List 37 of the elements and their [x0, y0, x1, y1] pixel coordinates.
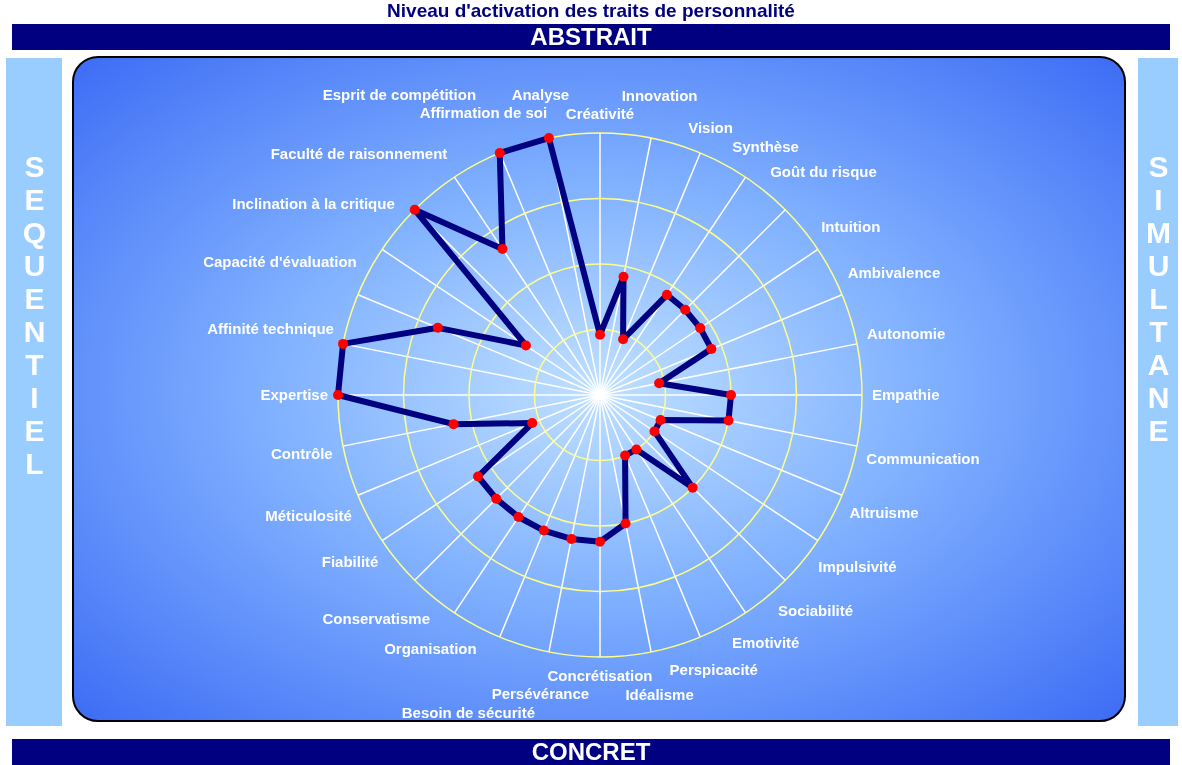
- spoke-label: Intuition: [821, 218, 881, 236]
- spoke-label: Autonomie: [867, 325, 946, 343]
- spoke-label: Perspicacité: [669, 660, 758, 678]
- spoke-label: Fiabilité: [321, 552, 379, 570]
- spoke-label: Idéalisme: [625, 685, 694, 703]
- text: CONCRET: [12, 738, 1170, 765]
- spoke-label: Affinité technique: [207, 320, 334, 338]
- chart-title: Niveau d'activation des traits de personnalité: [386, 0, 796, 22]
- spoke-label: Besoin de sécurité: [401, 703, 536, 721]
- spoke-label: Altruisme: [849, 503, 919, 521]
- spoke-label: Persévérance: [491, 685, 590, 703]
- spoke-label: Communication: [866, 450, 980, 468]
- spoke-label: Sociabilité: [778, 601, 854, 619]
- spoke-label: Ambivalence: [847, 264, 941, 282]
- text: SIMULTANE: [1141, 150, 1176, 447]
- spoke-label: Esprit de compétition: [322, 85, 477, 103]
- spoke-label: Capacité d'évaluation: [203, 253, 357, 271]
- spoke-label: Vision: [688, 119, 733, 137]
- spoke-label: Affirmation de soi: [419, 104, 548, 122]
- spoke-label: Concrétisation: [547, 667, 653, 684]
- spoke-label: Créativité: [565, 105, 635, 122]
- spoke-label: Goût du risque: [770, 162, 877, 180]
- spoke-label: Synthèse: [732, 138, 799, 156]
- spoke-label: Analyse: [511, 86, 570, 104]
- spoke-label: Faculté de raisonnement: [270, 144, 448, 162]
- spoke-label: Emotivité: [731, 633, 800, 651]
- text: SEQUENTIEL: [17, 150, 52, 480]
- spoke-label: Impulsivité: [818, 557, 897, 575]
- spoke-label: Inclination à la critique: [232, 194, 395, 212]
- spoke-label: Innovation: [621, 86, 698, 104]
- spoke-label: Organisation: [384, 639, 477, 657]
- spoke-label: Conservatisme: [322, 609, 431, 627]
- spoke-label: Contrôle: [271, 445, 333, 463]
- spoke-label: Empathie: [872, 386, 940, 403]
- spoke-label: Expertise: [260, 386, 329, 403]
- text: ABSTRAIT: [12, 23, 1170, 50]
- spoke-label: Méticulosité: [265, 506, 352, 524]
